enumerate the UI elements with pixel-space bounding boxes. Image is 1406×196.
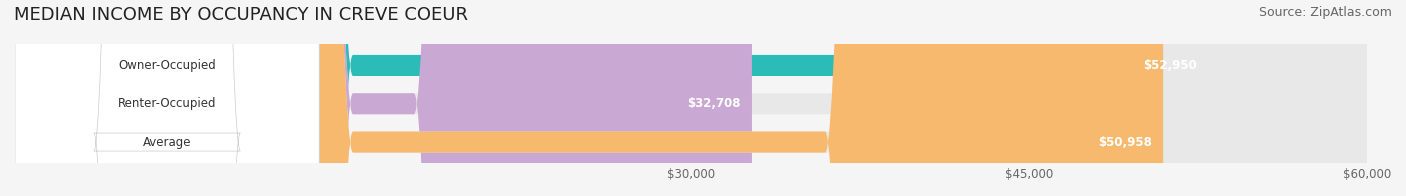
FancyBboxPatch shape: [15, 0, 1163, 196]
Text: $52,950: $52,950: [1143, 59, 1197, 72]
FancyBboxPatch shape: [15, 0, 319, 196]
Text: Owner-Occupied: Owner-Occupied: [118, 59, 217, 72]
FancyBboxPatch shape: [15, 0, 1208, 196]
Text: $50,958: $50,958: [1098, 136, 1152, 149]
Text: MEDIAN INCOME BY OCCUPANCY IN CREVE COEUR: MEDIAN INCOME BY OCCUPANCY IN CREVE COEU…: [14, 6, 468, 24]
Text: Average: Average: [143, 136, 191, 149]
FancyBboxPatch shape: [15, 0, 1367, 196]
FancyBboxPatch shape: [15, 0, 319, 196]
FancyBboxPatch shape: [15, 0, 1367, 196]
FancyBboxPatch shape: [15, 0, 319, 196]
FancyBboxPatch shape: [15, 0, 1367, 196]
FancyBboxPatch shape: [15, 0, 752, 196]
Text: Source: ZipAtlas.com: Source: ZipAtlas.com: [1258, 6, 1392, 19]
Text: $32,708: $32,708: [688, 97, 741, 110]
Text: Renter-Occupied: Renter-Occupied: [118, 97, 217, 110]
